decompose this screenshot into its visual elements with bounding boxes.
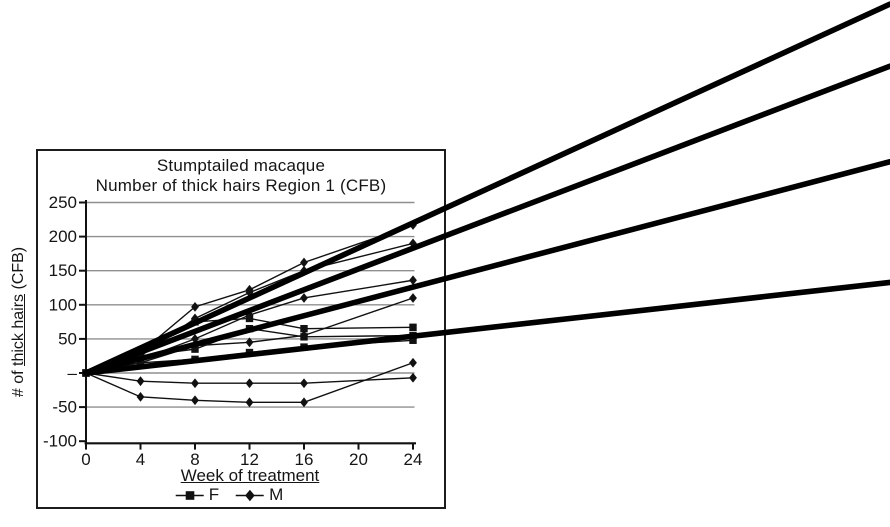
chart-title: Stumptailed macaque Number of thick hair… xyxy=(38,156,444,196)
y-axis-label-underlined: thick hairs xyxy=(10,293,27,366)
chart-title-line1: Stumptailed macaque xyxy=(156,156,326,175)
chart-title-line2: Number of thick hairs Region 1 (CFB) xyxy=(95,176,387,195)
legend-item-m: M xyxy=(235,485,283,505)
y-axis-label-prefix: # of xyxy=(10,366,27,398)
y-axis-label-suffix: (CFB) xyxy=(10,246,27,294)
x-axis-label: Week of treatment xyxy=(180,466,320,485)
legend-diamond-marker-icon xyxy=(236,489,265,501)
figure-frame: Stumptailed macaque Number of thick hair… xyxy=(36,149,446,509)
legend-label-m: M xyxy=(269,485,284,504)
legend: F M xyxy=(175,485,283,505)
legend-label-f: F xyxy=(208,485,220,504)
legend-item-f: F xyxy=(175,485,219,505)
legend-square-marker-icon xyxy=(175,490,204,500)
